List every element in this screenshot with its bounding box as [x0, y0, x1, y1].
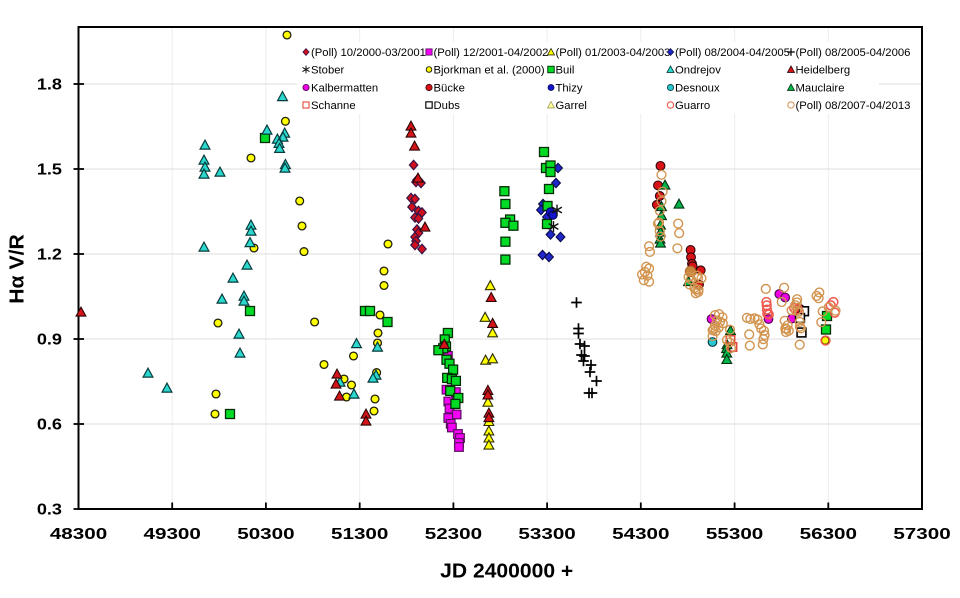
svg-text:1.2: 1.2 [37, 245, 62, 263]
svg-text:Mauclaire: Mauclaire [796, 83, 845, 95]
svg-text:Stober: Stober [311, 65, 345, 77]
svg-text:Kalbermatten: Kalbermatten [311, 83, 378, 95]
svg-text:0.6: 0.6 [37, 415, 62, 433]
svg-text:0.9: 0.9 [37, 330, 62, 348]
svg-text:49300: 49300 [144, 524, 201, 542]
svg-text:Garrel: Garrel [556, 100, 587, 112]
svg-text:51300: 51300 [331, 524, 388, 542]
svg-text:(Poll) 12/2001-04/2002: (Poll) 12/2001-04/2002 [434, 47, 549, 59]
svg-text:Schanne: Schanne [311, 100, 356, 112]
svg-text:JD 2400000 +: JD 2400000 + [440, 560, 573, 582]
svg-text:(Poll) 08/2007-04/2013: (Poll) 08/2007-04/2013 [796, 100, 911, 112]
svg-text:(Poll) 08/2004-04/2005: (Poll) 08/2004-04/2005 [675, 47, 790, 59]
svg-text:55300: 55300 [706, 524, 763, 542]
svg-text:48300: 48300 [50, 524, 107, 542]
svg-text:Heidelberg: Heidelberg [796, 65, 851, 77]
svg-text:Ondrejov: Ondrejov [675, 65, 721, 77]
svg-text:Desnoux: Desnoux [675, 83, 720, 95]
svg-text:(Poll) 10/2000-03/2001: (Poll) 10/2000-03/2001 [311, 47, 426, 59]
svg-text:Bjorkman et al. (2000): Bjorkman et al. (2000) [434, 65, 545, 77]
svg-text:Dubs: Dubs [434, 100, 461, 112]
svg-text:57300: 57300 [893, 524, 950, 542]
svg-text:54300: 54300 [612, 524, 669, 542]
svg-text:Guarro: Guarro [675, 100, 710, 112]
svg-text:0.3: 0.3 [37, 500, 62, 518]
svg-text:53300: 53300 [518, 524, 575, 542]
svg-text:1.8: 1.8 [37, 75, 62, 93]
svg-text:52300: 52300 [425, 524, 482, 542]
svg-text:50300: 50300 [237, 524, 294, 542]
svg-text:Bücke: Bücke [434, 83, 465, 95]
svg-text:Thizy: Thizy [556, 83, 583, 95]
svg-text:(Poll) 08/2005-04/2006: (Poll) 08/2005-04/2006 [796, 47, 911, 59]
svg-text:56300: 56300 [800, 524, 857, 542]
svg-text:Buil: Buil [556, 65, 575, 77]
svg-text:Hα V/R: Hα V/R [6, 234, 28, 304]
svg-text:1.5: 1.5 [37, 160, 63, 178]
svg-text:(Poll) 01/2003-04/2003: (Poll) 01/2003-04/2003 [556, 47, 671, 59]
